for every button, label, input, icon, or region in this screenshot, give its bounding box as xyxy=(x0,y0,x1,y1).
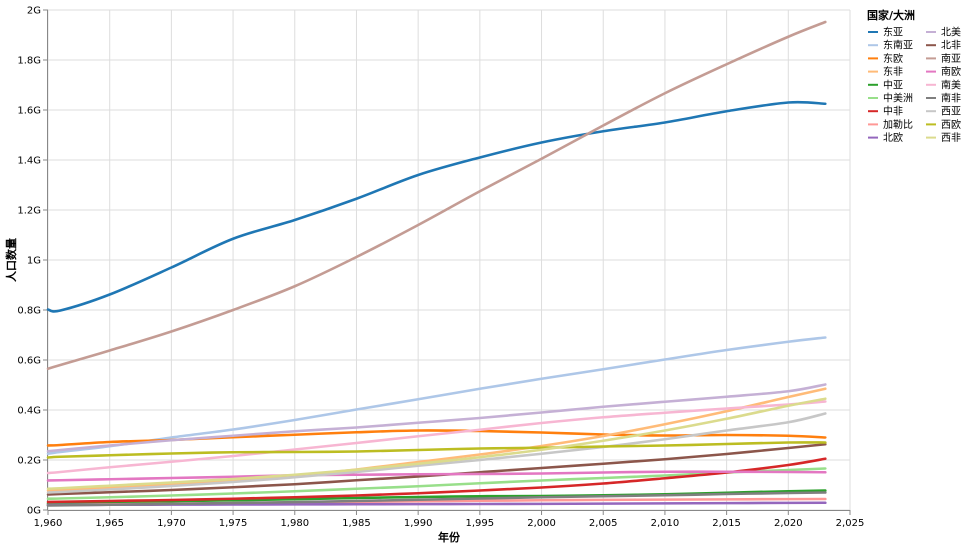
legend-label: 北美 xyxy=(941,26,961,39)
y-tick-label: 1.6G xyxy=(17,106,41,117)
legend-item: 中亚 xyxy=(868,78,903,91)
x-tick-label: 1,980 xyxy=(280,518,309,529)
legend-label: 中美洲 xyxy=(883,92,913,105)
x-tick-label: 1,965 xyxy=(95,518,124,529)
x-axis-title: 年份 xyxy=(438,530,461,544)
legend-label: 东欧 xyxy=(883,52,903,65)
series-line-13 xyxy=(46,470,827,482)
series-line-11 xyxy=(46,442,827,496)
x-tick-label: 1,975 xyxy=(219,518,248,529)
x-tick-label: 1,985 xyxy=(342,518,371,529)
legend-item: 东亚 xyxy=(868,26,903,39)
x-tick-label: 2,005 xyxy=(589,518,618,529)
x-tick-label: 2,015 xyxy=(712,518,741,529)
legend-label: 加勒比 xyxy=(883,118,913,131)
legend-label: 北非 xyxy=(941,40,961,52)
legend-item: 东欧 xyxy=(868,52,903,65)
x-tick-label: 2,000 xyxy=(527,518,556,529)
legend-item: 北美 xyxy=(926,26,961,39)
y-tick-label: 2G xyxy=(27,6,41,17)
legend-item: 南美 xyxy=(926,78,961,91)
legend-label: 南美 xyxy=(941,78,961,91)
y-axis-title: 人口数量 xyxy=(4,238,18,282)
series-line-15 xyxy=(46,491,827,507)
legend-label: 南欧 xyxy=(941,65,961,78)
legend-item: 南亚 xyxy=(926,52,961,65)
y-tick-label: 1.4G xyxy=(17,156,41,167)
legend-item: 西亚 xyxy=(926,107,961,118)
series-line-14 xyxy=(46,400,827,475)
legend-label: 西欧 xyxy=(941,119,961,131)
legend-item: 东南亚 xyxy=(868,39,913,52)
legend-item: 西欧 xyxy=(926,119,961,131)
series-line-17 xyxy=(46,441,827,459)
x-tick-label: 2,020 xyxy=(774,518,803,529)
legend-label: 南非 xyxy=(941,92,961,105)
legend-label: 西非 xyxy=(941,132,961,144)
legend-label: 中非 xyxy=(883,105,903,118)
legend-label: 东亚 xyxy=(883,26,903,39)
series-line-12 xyxy=(46,20,827,371)
legend-item: 南欧 xyxy=(926,65,961,78)
legend-label: 东南亚 xyxy=(883,39,913,52)
x-tick-label: 1,960 xyxy=(34,518,63,529)
legend-label: 南亚 xyxy=(941,52,961,65)
series-line-4 xyxy=(46,387,827,492)
y-tick-label: 1.2G xyxy=(17,206,41,217)
axes: 1,960 1,965 1,970 1,975 1,980 1,985 1,990 1,995… xyxy=(17,6,864,530)
legend-title: 国家/大洲 xyxy=(867,8,915,22)
legend-item: 加勒比 xyxy=(868,118,913,131)
series-line-16 xyxy=(46,412,827,494)
series-line-10 xyxy=(46,383,827,453)
y-tick-label: 0.4G xyxy=(17,406,41,417)
y-tick-label: 1.8G xyxy=(17,56,41,67)
legend-item: 中美洲 xyxy=(868,92,913,105)
series-line-3 xyxy=(46,429,827,447)
legend-item: 南非 xyxy=(926,92,961,105)
y-tick-label: 0.8G xyxy=(17,306,41,317)
x-tick-label: 2,010 xyxy=(651,518,680,529)
x-tick-label: 2,025 xyxy=(836,518,865,529)
series-line-18 xyxy=(46,397,827,491)
legend-item: 北欧 xyxy=(868,132,903,144)
y-tick-label: 1G xyxy=(27,256,41,267)
y-tick-label: 0.2G xyxy=(17,456,41,467)
x-tick-label: 1,970 xyxy=(157,518,186,529)
legend-item: 北非 xyxy=(926,40,961,52)
series-line-7 xyxy=(46,457,827,504)
grid xyxy=(47,9,851,511)
series-line-1 xyxy=(46,100,827,313)
y-tick-label: 0G xyxy=(27,506,41,517)
legend-item: 中非 xyxy=(868,105,903,118)
legend-label: 中亚 xyxy=(883,78,903,91)
legend-label: 北欧 xyxy=(883,132,903,144)
x-tick-label: 1,995 xyxy=(466,518,495,529)
legend-label: 西亚 xyxy=(941,107,961,118)
legend-item: 西非 xyxy=(926,132,961,144)
legend-item: 东非 xyxy=(868,65,903,78)
y-tick-label: 0.6G xyxy=(17,356,41,367)
x-tick-label: 1,990 xyxy=(404,518,433,529)
series-lines xyxy=(46,20,827,507)
legend-label: 东非 xyxy=(883,65,903,78)
